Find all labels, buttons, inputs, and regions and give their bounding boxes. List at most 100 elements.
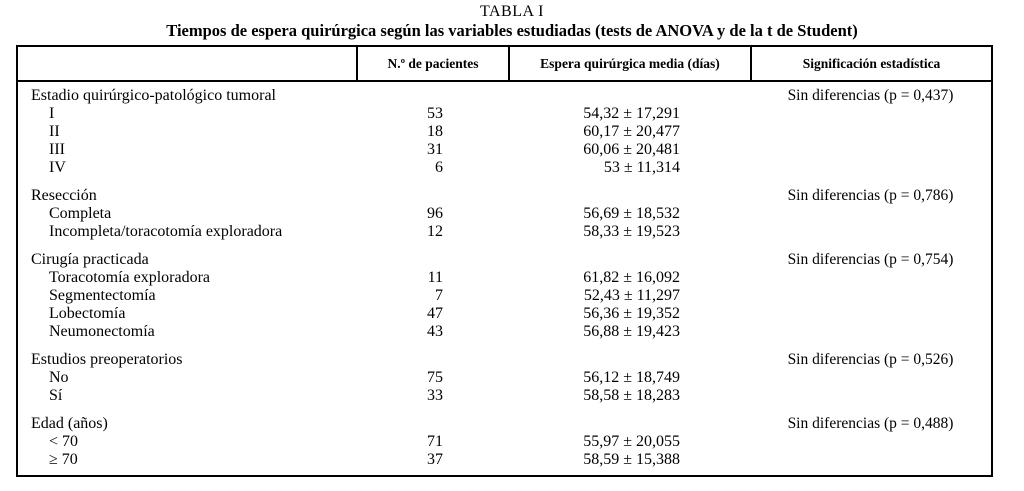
empty-cell bbox=[508, 415, 750, 433]
mean-wait-value: 56,36 ± 19,352 bbox=[583, 305, 680, 322]
significance-value: Sin diferencias (p = 0,786) bbox=[787, 187, 954, 204]
empty-cell bbox=[356, 415, 508, 433]
significance-value: Sin diferencias (p = 0,754) bbox=[787, 251, 954, 268]
empty-cell bbox=[750, 105, 991, 123]
empty-cell bbox=[750, 141, 991, 159]
empty-cell bbox=[750, 323, 991, 341]
significance-value: Sin diferencias (p = 0,488) bbox=[787, 415, 954, 432]
variable-header-row: Edad (años) Sin diferencias (p = 0,488) bbox=[18, 415, 991, 433]
mean-wait-value: 55,97 ± 20,055 bbox=[583, 433, 680, 450]
category-label: II bbox=[49, 123, 60, 140]
empty-cell bbox=[750, 287, 991, 305]
empty-cell bbox=[750, 433, 991, 451]
category-label: Incompleta/toracotomía exploradora bbox=[49, 223, 283, 240]
variable-name: Cirugía practicada bbox=[31, 251, 149, 268]
empty-cell bbox=[356, 187, 508, 205]
group-rows: I 53 54,32 ± 17,291 II 18 60,17 ± 20,477… bbox=[18, 105, 991, 177]
empty-cell bbox=[750, 387, 991, 405]
table-row: I 53 54,32 ± 17,291 bbox=[18, 105, 991, 123]
table-row: III 31 60,06 ± 20,481 bbox=[18, 141, 991, 159]
variable-name: Resección bbox=[31, 187, 97, 204]
table-caption: TABLA I Tiempos de espera quirúrgica seg… bbox=[0, 3, 1024, 41]
empty-cell bbox=[750, 123, 991, 141]
group-rows: Completa 96 56,69 ± 18,532 Incompleta/to… bbox=[18, 205, 991, 241]
category-label: III bbox=[49, 141, 65, 158]
mean-wait-value: 56,69 ± 18,532 bbox=[583, 205, 680, 222]
table-row: II 18 60,17 ± 20,477 bbox=[18, 123, 991, 141]
variable-group: Edad (años) Sin diferencias (p = 0,488) … bbox=[18, 415, 991, 469]
variable-header-row: Resección Sin diferencias (p = 0,786) bbox=[18, 187, 991, 205]
table-row: < 70 71 55,97 ± 20,055 bbox=[18, 433, 991, 451]
group-rows: No 75 56,12 ± 18,749 Sí 33 58,58 ± 18,28… bbox=[18, 369, 991, 405]
variable-name: Estadio quirúrgico-patológico tumoral bbox=[31, 87, 276, 104]
table-header-row: N.º de pacientes Espera quirúrgica media… bbox=[18, 47, 991, 82]
empty-cell bbox=[356, 87, 508, 105]
mean-wait-value: 54,32 ± 17,291 bbox=[583, 105, 680, 122]
empty-cell bbox=[750, 223, 991, 241]
variable-name: Estudios preoperatorios bbox=[31, 351, 183, 368]
patient-count-value: 47 bbox=[427, 305, 443, 322]
category-label: No bbox=[49, 369, 69, 386]
patient-count-value: 33 bbox=[427, 387, 443, 404]
variable-group: Resección Sin diferencias (p = 0,786) Co… bbox=[18, 187, 991, 241]
empty-cell bbox=[750, 159, 991, 177]
category-label: I bbox=[49, 105, 55, 122]
significance-value: Sin diferencias (p = 0,437) bbox=[787, 87, 954, 104]
significance-value: Sin diferencias (p = 0,526) bbox=[787, 351, 954, 368]
table-row: ≥ 70 37 58,59 ± 15,388 bbox=[18, 451, 991, 469]
mean-wait-value: 58,58 ± 18,283 bbox=[583, 387, 680, 404]
table-row: Toracotomía exploradora 11 61,82 ± 16,09… bbox=[18, 269, 991, 287]
empty-cell bbox=[508, 187, 750, 205]
table-row: Sí 33 58,58 ± 18,283 bbox=[18, 387, 991, 405]
empty-cell bbox=[750, 369, 991, 387]
mean-wait-value: 56,12 ± 18,749 bbox=[583, 369, 680, 386]
table-row: Neumonectomía 43 56,88 ± 19,423 bbox=[18, 323, 991, 341]
patient-count-value: 53 bbox=[427, 105, 443, 122]
patient-count-value: 31 bbox=[427, 141, 443, 158]
header-significance: Significación estadística bbox=[750, 47, 991, 80]
category-label: Lobectomía bbox=[49, 305, 126, 322]
category-label: Sí bbox=[49, 387, 63, 404]
empty-cell bbox=[508, 251, 750, 269]
patient-count-value: 7 bbox=[435, 287, 443, 304]
empty-cell bbox=[356, 351, 508, 369]
variable-header-row: Cirugía practicada Sin diferencias (p = … bbox=[18, 251, 991, 269]
category-label: Completa bbox=[49, 205, 112, 222]
empty-cell bbox=[508, 87, 750, 105]
table-number: TABLA I bbox=[480, 3, 544, 20]
table-body: Estadio quirúrgico-patológico tumoral Si… bbox=[18, 82, 991, 469]
table-row: Lobectomía 47 56,36 ± 19,352 bbox=[18, 305, 991, 323]
category-label: Toracotomía exploradora bbox=[49, 269, 211, 286]
mean-wait-value: 60,17 ± 20,477 bbox=[583, 123, 680, 140]
mean-wait-value: 58,59 ± 15,388 bbox=[583, 451, 680, 468]
table-row: Segmentectomía 7 52,43 ± 11,297 bbox=[18, 287, 991, 305]
header-mean-wait: Espera quirúrgica media (días) bbox=[508, 47, 750, 80]
empty-cell bbox=[750, 269, 991, 287]
data-table: N.º de pacientes Espera quirúrgica media… bbox=[16, 45, 993, 477]
table-row: IV 6 53 ± 11,314 bbox=[18, 159, 991, 177]
variable-group: Estudios preoperatorios Sin diferencias … bbox=[18, 351, 991, 405]
patient-count-value: 37 bbox=[427, 451, 443, 468]
patient-count-value: 43 bbox=[427, 323, 443, 340]
mean-wait-value: 60,06 ± 20,481 bbox=[583, 141, 680, 158]
patient-count-value: 71 bbox=[427, 433, 443, 450]
mean-wait-value: 58,33 ± 19,523 bbox=[583, 223, 680, 240]
category-label: < 70 bbox=[49, 433, 79, 450]
variable-group: Estadio quirúrgico-patológico tumoral Si… bbox=[18, 87, 991, 177]
table-row: Incompleta/toracotomía exploradora 12 58… bbox=[18, 223, 991, 241]
patient-count-value: 75 bbox=[427, 369, 443, 386]
empty-cell bbox=[750, 205, 991, 223]
table-title: Tiempos de espera quirúrgica según las v… bbox=[166, 21, 858, 40]
mean-wait-value: 53 ± 11,314 bbox=[603, 159, 680, 176]
variable-group: Cirugía practicada Sin diferencias (p = … bbox=[18, 251, 991, 341]
variable-header-row: Estadio quirúrgico-patológico tumoral Si… bbox=[18, 87, 991, 105]
category-label: Segmentectomía bbox=[49, 287, 156, 304]
category-label: Neumonectomía bbox=[49, 323, 155, 340]
empty-cell bbox=[750, 305, 991, 323]
mean-wait-value: 61,82 ± 16,092 bbox=[583, 269, 680, 286]
header-variable-column bbox=[18, 47, 356, 80]
category-label: ≥ 70 bbox=[49, 451, 78, 468]
variable-header-row: Estudios preoperatorios Sin diferencias … bbox=[18, 351, 991, 369]
patient-count-value: 18 bbox=[427, 123, 443, 140]
